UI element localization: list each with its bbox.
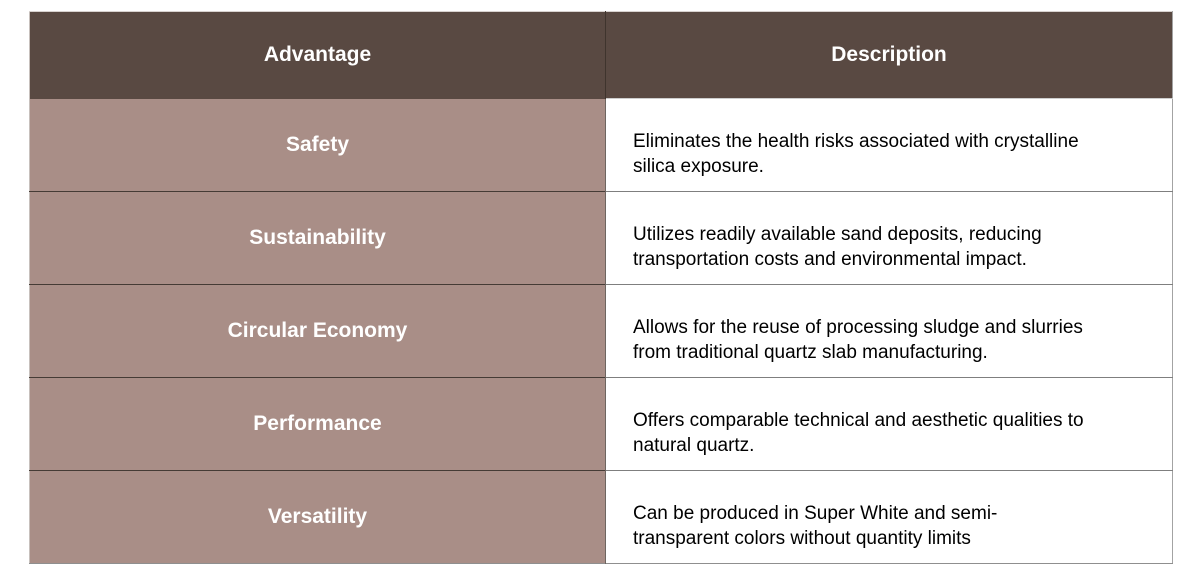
advantage-cell: Safety (29, 98, 606, 192)
table-row: Circular Economy Allows for the reuse of… (29, 284, 1173, 378)
table-row: Safety Eliminates the health risks assoc… (29, 98, 1173, 192)
description-cell: Can be produced in Super White and semi-… (605, 470, 1173, 564)
column-header-advantage: Advantage (29, 11, 606, 99)
table-row: Performance Offers comparable technical … (29, 377, 1173, 471)
table-header-row: Advantage Description (29, 11, 1173, 99)
description-cell: Eliminates the health risks associated w… (605, 98, 1173, 192)
advantage-cell: Versatility (29, 470, 606, 564)
advantage-cell: Sustainability (29, 191, 606, 285)
description-cell: Utilizes readily available sand deposits… (605, 191, 1173, 285)
description-cell: Offers comparable technical and aestheti… (605, 377, 1173, 471)
advantages-table: Advantage Description Safety Eliminates … (29, 11, 1173, 564)
advantage-cell: Performance (29, 377, 606, 471)
table-row: Versatility Can be produced in Super Whi… (29, 470, 1173, 564)
advantage-cell: Circular Economy (29, 284, 606, 378)
description-cell: Allows for the reuse of processing sludg… (605, 284, 1173, 378)
table-row: Sustainability Utilizes readily availabl… (29, 191, 1173, 285)
column-header-description: Description (605, 11, 1173, 99)
